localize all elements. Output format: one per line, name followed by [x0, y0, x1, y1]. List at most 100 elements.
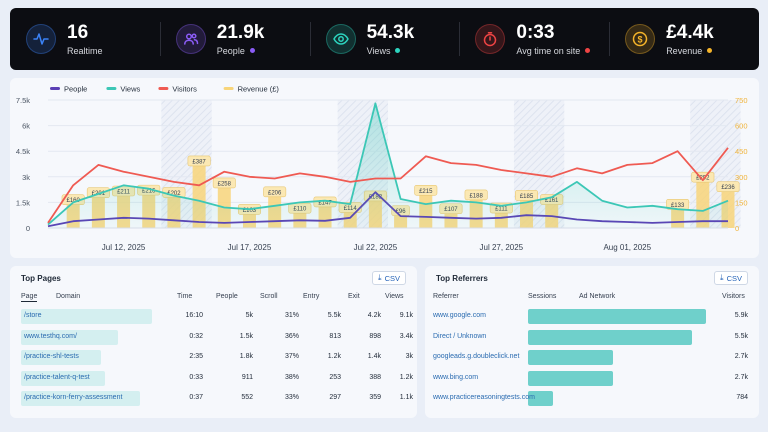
table-row[interactable]: www.practicereasoningtests.com 784	[425, 388, 759, 408]
page-share-bar	[21, 309, 152, 324]
referrer-share-bar	[528, 329, 692, 345]
cell-visitors: 2.7k	[734, 353, 748, 360]
svg-text:$: $	[638, 34, 643, 44]
col-people[interactable]: People	[216, 293, 238, 300]
cell-visitors: 784	[736, 394, 748, 401]
table-row[interactable]: www.testhq.com/0:32 1.5k 36% 813 898 3.4k	[10, 327, 417, 347]
legend-item-people[interactable]: People	[50, 85, 87, 94]
cell-people: 1.8k	[239, 353, 253, 360]
revenue-label-box	[263, 186, 287, 198]
timer-icon	[484, 32, 497, 47]
cell-time: 0:33	[189, 373, 203, 381]
revenue-label: £387	[192, 159, 206, 165]
pound-coin-icon: $	[632, 31, 648, 47]
legend-item-visitors[interactable]: Visitors	[158, 85, 197, 94]
col-exit[interactable]: Exit	[348, 293, 360, 300]
legend-item-revenue-[interactable]: Revenue (£)	[223, 85, 280, 94]
table-row[interactable]: googleads.g.doubleclick.net 2.7k	[425, 347, 759, 367]
table-row[interactable]: /practice-talent-q-test 0:33 911 38% 253 388 1…	[10, 368, 417, 388]
cell-people: 552	[241, 394, 253, 401]
y-left-tick: 1.5k	[16, 198, 30, 207]
revenue-label: £133	[671, 203, 685, 209]
table-row[interactable]: www.bing.com 2.7k	[425, 368, 759, 388]
referrer-link[interactable]: www.google.com	[433, 312, 486, 319]
table-row[interactable]: Direct / Unknown 5.5k	[425, 327, 759, 347]
referrer-share-bar	[528, 350, 614, 365]
kpi-label: Revenue	[666, 46, 714, 56]
table-row[interactable]: /store 16:10 5k 31% 5.5k 4.2k 9.1k	[10, 306, 417, 326]
traffic-chart: 0 1.5k 3k 4.5k 6k 7.5k 0 150 300 450 600 750 £160 £20…	[16, 85, 748, 253]
page-link[interactable]: /practice-talent-q-test	[24, 373, 90, 381]
col-scroll[interactable]: Scroll	[260, 293, 278, 300]
page-link[interactable]: www.testhq.com/	[24, 332, 77, 340]
top-pages-csv-button[interactable]: ⤓ CSV	[372, 271, 406, 285]
top-referrers-csv-button[interactable]: ⤓ CSV	[714, 271, 748, 285]
cell-visitors: 5.9k	[734, 312, 748, 319]
referrer-link[interactable]: googleads.g.doubleclick.net	[433, 353, 520, 360]
referrer-link[interactable]: www.bing.com	[433, 373, 479, 381]
kpi-label-text: Views	[366, 45, 391, 56]
cell-time: 0:32	[189, 332, 203, 340]
kpi-text: 21.9k People	[216, 21, 265, 56]
y-left-tick: 7.5k	[16, 96, 30, 105]
tab-ad-network[interactable]: Ad Network	[579, 293, 616, 300]
revenue-label-box	[414, 185, 438, 196]
col-views[interactable]: Views	[385, 293, 404, 300]
cell-exit: 388	[369, 373, 381, 381]
kpi-bar: 16 Realtime 21.9k People 54.3k Views 0:33 Avg t…	[10, 8, 759, 70]
kpi-legend-dot	[707, 48, 713, 53]
kpi-views: 54.3k Views	[309, 8, 460, 70]
series-line-visitors[interactable]	[47, 147, 729, 224]
svg-text:People: People	[64, 85, 87, 94]
people-icon	[183, 33, 199, 45]
col-entry[interactable]: Entry	[303, 293, 320, 300]
table-row[interactable]: www.google.com 5.9k	[425, 306, 759, 326]
revenue-label: £206	[268, 190, 282, 196]
legend-item-views[interactable]: Views	[106, 85, 141, 94]
col-visitors[interactable]: Visitors	[722, 293, 745, 300]
kpi-label: Realtime	[67, 46, 103, 56]
cell-scroll: 31%	[284, 312, 299, 319]
kpi-label: Avg time on site	[516, 45, 591, 56]
page-link[interactable]: /practice-shl-tests	[24, 353, 79, 360]
kpi-text: 0:33 Avg time on site	[516, 22, 591, 56]
tab-domain[interactable]: Domain	[56, 293, 81, 300]
y-left-tick: 6k	[22, 122, 30, 131]
revenue-label: £258	[218, 181, 232, 187]
svg-text:Visitors: Visitors	[172, 85, 197, 94]
col-time[interactable]: Time	[177, 293, 193, 300]
tab-sessions[interactable]: Sessions	[528, 293, 557, 300]
cell-entry: 813	[329, 332, 341, 340]
cell-people: 911	[241, 373, 253, 381]
revenue-label: £202	[167, 191, 181, 197]
kpi-value: 54.3k	[366, 21, 415, 43]
page-link[interactable]: /practice-korn-ferry-assessment	[24, 394, 123, 401]
table-row[interactable]: /practice-shl-tests 2:35 1.8k 37% 1.2k 1.4k 3k	[10, 347, 417, 367]
table-row[interactable]: /practice-korn-ferry-assessment 0:37 552 33…	[10, 388, 417, 408]
top-pages-title: Top Pages	[21, 274, 61, 283]
top-referrers-header: Referrer Sessions Ad Network Visitors	[425, 291, 759, 303]
cell-views: 1.2k	[399, 373, 413, 381]
kpi-value: 21.9k	[216, 21, 265, 43]
referrer-share-bar	[528, 370, 614, 386]
y-right-tick: 750	[735, 96, 748, 105]
revenue-label: £185	[520, 194, 534, 200]
y-left-tick: 0	[26, 224, 30, 233]
referrer-link[interactable]: Direct / Unknown	[433, 332, 487, 340]
kpi-text: £4.4k Revenue	[666, 21, 714, 56]
cell-views: 3k	[405, 353, 413, 360]
referrer-link[interactable]: www.practicereasoningtests.com	[433, 394, 535, 401]
eye-badge	[325, 24, 356, 54]
kpi-label: Views	[367, 46, 415, 56]
page-link[interactable]: /store	[24, 312, 42, 319]
x-tick-label: Jul 12, 2025	[102, 243, 146, 252]
kpi-label-text: Avg time on site	[516, 45, 581, 56]
people-badge	[175, 24, 206, 54]
kpi-label-text: Revenue	[666, 45, 703, 56]
series-line-views[interactable]	[47, 102, 729, 226]
y-right-tick: 450	[735, 147, 748, 156]
kpi-value: £4.4k	[666, 21, 714, 43]
tab-page[interactable]: Page	[21, 293, 38, 302]
col-referrer[interactable]: Referrer	[433, 293, 459, 300]
cell-views: 1.1k	[399, 394, 413, 401]
